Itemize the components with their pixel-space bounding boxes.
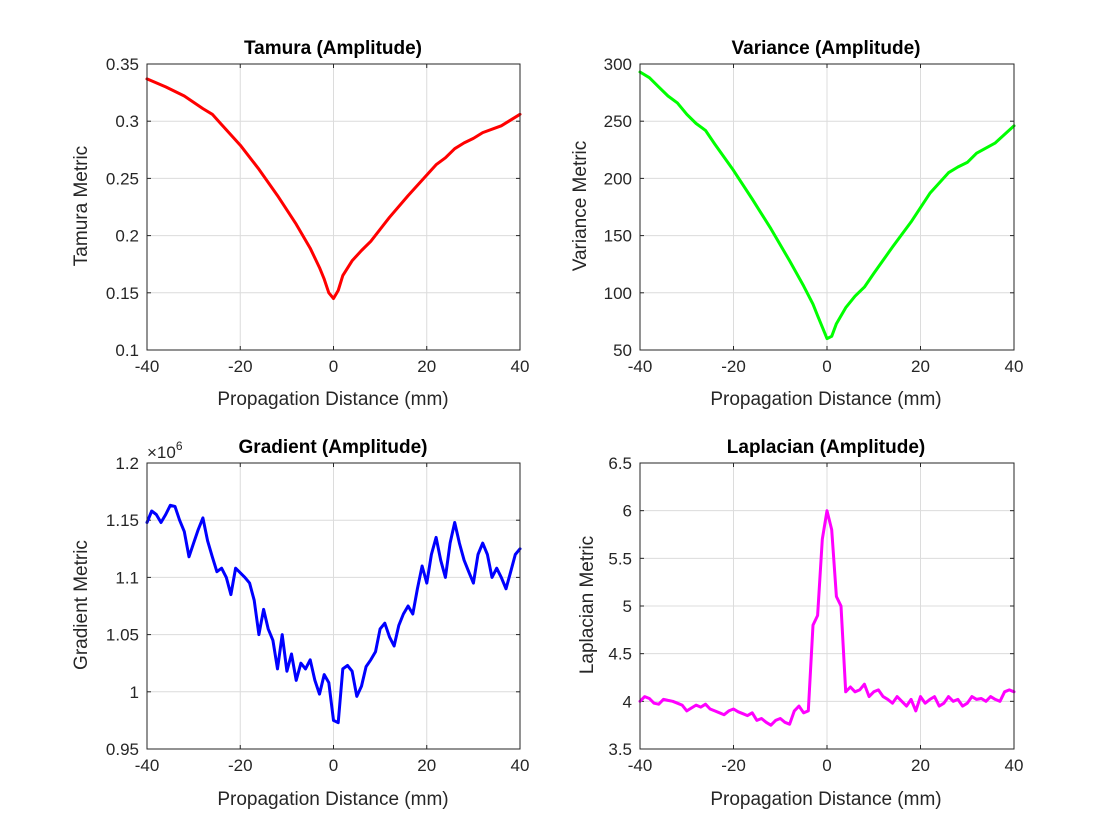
plot-title: Gradient (Amplitude) — [239, 437, 428, 458]
x-tick-label: -40 — [628, 756, 653, 775]
axes-frame — [639, 63, 1015, 351]
axes-frame — [146, 462, 521, 750]
x-tick-label: -40 — [135, 756, 160, 775]
x-tick-label: 40 — [1005, 357, 1024, 376]
y-tick-label: 1.1 — [115, 568, 139, 587]
x-axis-label: Propagation Distance (mm) — [217, 389, 448, 410]
series-line — [145, 77, 522, 300]
exponent-label: ×106 — [147, 439, 183, 462]
y-tick-label: 3.5 — [608, 740, 632, 759]
y-axis-label: Variance Metric — [570, 141, 591, 272]
y-tick-label: 50 — [613, 341, 632, 360]
x-tick-label: 0 — [329, 357, 338, 376]
y-tick-label: 1.15 — [106, 511, 139, 530]
y-tick-label: 0.15 — [106, 284, 139, 303]
variance-plot: Variance (Amplitude) Propagation Distanc… — [570, 38, 1023, 410]
y-axis-label: Laplacian Metric — [577, 536, 598, 674]
y-tick-label: 4.5 — [608, 645, 632, 664]
x-tick-label: 20 — [911, 357, 930, 376]
x-axis-label: Propagation Distance (mm) — [710, 389, 941, 410]
x-tick-label: 0 — [329, 756, 338, 775]
y-tick-label: 0.25 — [106, 169, 139, 188]
x-axis-label: Propagation Distance (mm) — [710, 789, 941, 810]
x-tick-label: 40 — [1005, 756, 1024, 775]
x-axis-label: Propagation Distance (mm) — [217, 789, 448, 810]
x-tick-label: -20 — [721, 357, 746, 376]
x-tick-label: 20 — [417, 756, 436, 775]
x-tick-label: 40 — [511, 756, 530, 775]
axes-frame — [639, 462, 1015, 750]
y-tick-label: 4 — [623, 692, 632, 711]
y-tick-label: 1.2 — [115, 454, 139, 473]
x-tick-label: -20 — [228, 357, 253, 376]
gradient-plot: Gradient (Amplitude) Propagation Distanc… — [71, 437, 529, 810]
y-tick-label: 0.3 — [115, 112, 139, 131]
y-tick-label: 5 — [623, 597, 632, 616]
y-tick-label: 300 — [604, 55, 632, 74]
series-line — [638, 70, 1016, 341]
series-line — [145, 503, 522, 725]
y-tick-label: 0.95 — [106, 740, 139, 759]
laplacian-plot: Laplacian (Amplitude) Propagation Distan… — [577, 437, 1023, 810]
x-tick-label: -20 — [721, 756, 746, 775]
exponent-base: ×10 — [147, 443, 176, 462]
y-tick-label: 250 — [604, 112, 632, 131]
y-tick-label: 6.5 — [608, 454, 632, 473]
y-axis-label: Tamura Metric — [71, 146, 92, 266]
y-tick-label: 6 — [623, 502, 632, 521]
plot-title: Tamura (Amplitude) — [244, 38, 422, 59]
plot-title: Laplacian (Amplitude) — [727, 437, 925, 458]
y-tick-label: 0.1 — [115, 341, 139, 360]
x-tick-label: -40 — [628, 357, 653, 376]
y-tick-label: 5.5 — [608, 549, 632, 568]
y-tick-label: 200 — [604, 169, 632, 188]
x-tick-label: 20 — [911, 756, 930, 775]
x-tick-label: 20 — [417, 357, 436, 376]
y-tick-label: 150 — [604, 227, 632, 246]
y-tick-label: 0.35 — [106, 55, 139, 74]
y-tick-label: 1.05 — [106, 626, 139, 645]
x-tick-label: 0 — [822, 756, 831, 775]
y-tick-label: 1 — [130, 683, 139, 702]
x-tick-label: 0 — [822, 357, 831, 376]
exponent-power: 6 — [176, 439, 183, 453]
x-tick-label: -40 — [135, 357, 160, 376]
y-axis-label: Gradient Metric — [71, 540, 92, 670]
axes-frame — [146, 63, 521, 351]
y-tick-label: 0.2 — [115, 227, 139, 246]
series-line — [638, 509, 1016, 727]
y-tick-label: 100 — [604, 284, 632, 303]
x-tick-label: 40 — [511, 357, 530, 376]
tamura-plot: Tamura (Amplitude) Propagation Distance … — [71, 38, 529, 410]
plot-title: Variance (Amplitude) — [732, 38, 921, 59]
x-tick-label: -20 — [228, 756, 253, 775]
